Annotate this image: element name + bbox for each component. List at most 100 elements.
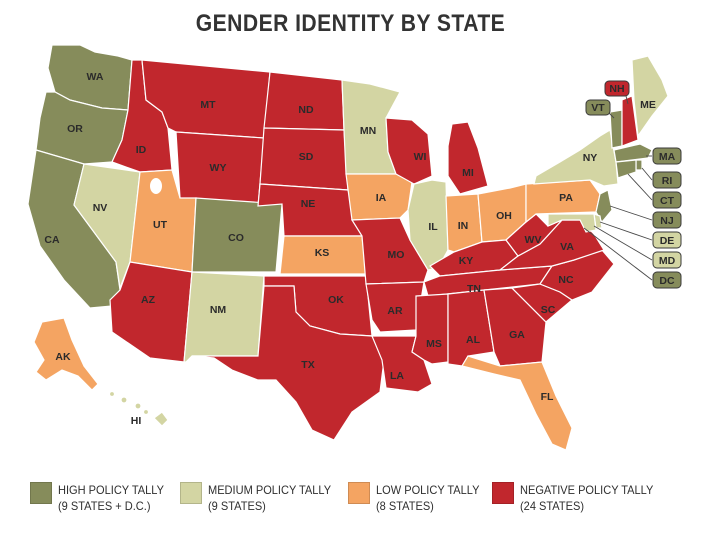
leader-NH — [625, 95, 629, 105]
leader-MD — [593, 225, 653, 261]
state-AK — [33, 317, 99, 391]
label-PA: PA — [559, 192, 573, 204]
label-MO: MO — [388, 249, 405, 261]
us-map: WA OR CA NV ID MT WY UT CO AZ NM ND SD N… — [27, 44, 682, 451]
legend-swatch-low — [348, 482, 370, 504]
label-AL: AL — [466, 334, 481, 346]
label-HI: HI — [131, 415, 142, 427]
legend-label-high: HIGH POLICY TALLY — [58, 483, 164, 497]
label-SD: SD — [299, 151, 314, 163]
label-WV: WV — [525, 234, 542, 246]
badge-label-CT: CT — [660, 195, 675, 207]
state-MD — [547, 213, 597, 233]
state-ND — [263, 71, 345, 131]
state-MA — [613, 143, 653, 163]
legend-item-negative: NEGATIVE POLICY TALLY (24 STATES) — [492, 482, 665, 514]
label-AR: AR — [387, 305, 403, 317]
state-MS — [411, 293, 449, 365]
label-CO: CO — [228, 232, 244, 244]
label-WA: WA — [87, 71, 104, 83]
label-WY: WY — [210, 162, 227, 174]
label-VA: VA — [560, 241, 574, 253]
legend-label-low: LOW POLICY TALLY — [376, 483, 480, 497]
legend-swatch-medium — [180, 482, 202, 504]
badge-label-NH: NH — [609, 83, 624, 95]
label-LA: LA — [390, 370, 404, 382]
label-FL: FL — [541, 391, 554, 403]
badge-MA: MA — [652, 147, 682, 165]
state-AR — [365, 281, 425, 333]
label-NV: NV — [93, 202, 108, 214]
badge-label-DE: DE — [660, 235, 675, 247]
map-title: GENDER IDENTITY BY STATE — [195, 10, 506, 37]
great-salt-lake — [150, 178, 162, 194]
leader-NJ — [609, 205, 653, 221]
legend-item-medium: MEDIUM POLICY TALLY (9 STATES) — [180, 482, 342, 514]
label-NE: NE — [301, 198, 316, 210]
label-KS: KS — [315, 247, 330, 259]
badge-label-MD: MD — [659, 255, 676, 267]
label-TN: TN — [467, 283, 481, 295]
state-ME — [631, 55, 669, 138]
state-HI-island-2 — [120, 396, 128, 404]
label-WI: WI — [414, 151, 427, 163]
label-GA: GA — [509, 329, 525, 341]
state-TX — [191, 285, 385, 441]
label-OK: OK — [328, 294, 344, 306]
badge-MD: MD — [652, 251, 682, 269]
leader-DE — [599, 221, 653, 241]
legend-sublabel-negative: (24 STATES) — [520, 499, 585, 513]
badge-DE: DE — [652, 231, 682, 249]
legend-swatch-high — [30, 482, 52, 504]
leader-RI — [641, 167, 653, 181]
badge-label-VT: VT — [591, 102, 605, 114]
badge-NJ: NJ — [652, 211, 682, 229]
legend-sublabel-low: (8 STATES) — [376, 499, 434, 513]
badge-DC: DC — [652, 271, 682, 289]
label-KY: KY — [459, 255, 474, 267]
badge-label-DC: DC — [659, 275, 675, 287]
state-RI — [635, 159, 643, 171]
label-SC: SC — [541, 304, 556, 316]
legend: HIGH POLICY TALLY (9 STATES + D.C.) MEDI… — [30, 482, 680, 526]
legend-sublabel-high: (9 STATES + D.C.) — [58, 499, 151, 513]
leader-CT — [627, 173, 653, 201]
state-HI-island-4 — [142, 408, 150, 416]
label-IA: IA — [376, 192, 387, 204]
label-OH: OH — [496, 210, 512, 222]
state-CT — [615, 159, 637, 179]
legend-label-negative: NEGATIVE POLICY TALLY — [520, 483, 654, 497]
legend-item-high: HIGH POLICY TALLY (9 STATES + D.C.) — [30, 482, 173, 514]
legend-item-low: LOW POLICY TALLY (8 STATES) — [348, 482, 489, 514]
label-IL: IL — [428, 221, 438, 233]
label-ND: ND — [298, 104, 314, 116]
label-AK: AK — [55, 351, 71, 363]
legend-sublabel-medium: (9 STATES) — [208, 499, 266, 513]
state-HI — [153, 411, 169, 427]
badge-NH: NH — [604, 80, 630, 97]
state-CO — [191, 197, 283, 273]
label-OR: OR — [67, 123, 83, 135]
label-TX: TX — [301, 359, 314, 371]
state-MI — [447, 121, 489, 195]
label-MS: MS — [426, 338, 442, 350]
label-NY: NY — [583, 152, 598, 164]
state-NH — [621, 95, 639, 147]
label-NC: NC — [558, 274, 574, 286]
badge-label-RI: RI — [662, 175, 673, 187]
legend-label-medium: MEDIUM POLICY TALLY — [208, 483, 332, 497]
label-IN: IN — [458, 220, 469, 232]
label-ID: ID — [136, 144, 147, 156]
legend-swatch-negative — [492, 482, 514, 504]
label-NM: NM — [210, 304, 227, 316]
badge-VT: VT — [585, 99, 611, 116]
state-HI-island-3 — [134, 402, 142, 410]
label-MT: MT — [200, 99, 216, 111]
label-CA: CA — [44, 234, 60, 246]
label-MI: MI — [462, 167, 474, 179]
state-WI — [385, 117, 433, 185]
state-MO — [350, 217, 429, 285]
label-AZ: AZ — [141, 294, 156, 306]
state-NJ — [595, 189, 613, 224]
label-UT: UT — [153, 219, 168, 231]
